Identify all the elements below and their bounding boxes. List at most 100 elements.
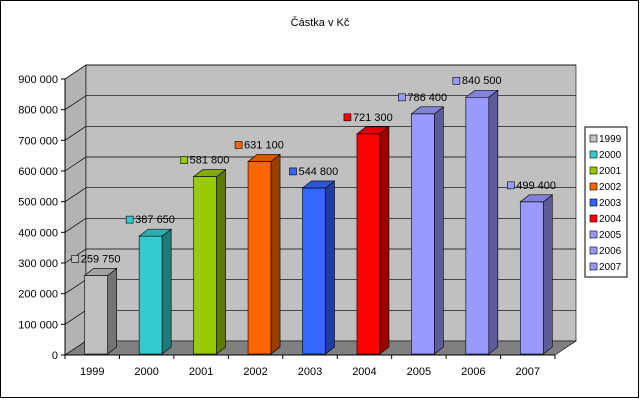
legend-label: 2005	[599, 230, 622, 241]
data-label: 721 300	[353, 112, 393, 124]
legend-label: 2003	[599, 198, 622, 209]
data-label: 581 800	[190, 155, 230, 167]
bar-top	[464, 89, 499, 98]
data-label-2003: 544 800	[289, 166, 339, 178]
y-tick-label: 300 000	[18, 258, 58, 270]
bar-side	[107, 267, 118, 355]
y-tick-label: 700 000	[18, 135, 58, 147]
gridline	[64, 64, 576, 80]
bar-side	[325, 180, 335, 355]
data-label-key	[289, 167, 297, 176]
legend-swatch	[589, 134, 598, 143]
bar-front	[465, 96, 490, 355]
data-label-key	[180, 156, 188, 164]
y-tick-label: 0	[52, 350, 58, 362]
bar-side	[270, 153, 281, 355]
bar-top	[301, 180, 336, 189]
legend-entry-2003: 2003	[589, 198, 622, 209]
legend-entry-2004: 2004	[589, 214, 622, 225]
data-label-key	[125, 215, 134, 224]
chart-title: Částka v Kč	[291, 16, 350, 29]
data-label-2001: 581 800	[180, 155, 230, 167]
y-tick-label: 600 000	[18, 166, 58, 178]
data-label-2005: 786 400	[398, 92, 447, 104]
bar-top	[192, 169, 227, 177]
bar-front	[519, 201, 544, 355]
data-label-1999: 259 750	[71, 253, 121, 265]
legend-swatch	[589, 198, 598, 207]
bar-front	[302, 187, 326, 355]
bar-top	[138, 228, 173, 237]
legend-entry-2002: 2002	[589, 182, 622, 193]
bar-side	[488, 89, 499, 355]
x-tick-label: 2001	[189, 366, 213, 378]
x-tick-label: 2003	[298, 366, 322, 378]
data-label: 499 400	[516, 180, 556, 192]
bar-2004	[356, 126, 390, 355]
legend-entry-1999: 1999	[589, 134, 622, 145]
y-tick-label: 100 000	[18, 319, 58, 331]
data-label-key	[452, 76, 461, 85]
legend-entry-2001: 2001	[589, 166, 622, 177]
data-label-2006: 840 500	[452, 75, 502, 87]
data-label-2000: 387 650	[125, 214, 175, 226]
bar-side	[542, 194, 553, 355]
data-label-key	[71, 255, 80, 263]
legend-swatch	[589, 262, 598, 271]
y-tick-label: 900 000	[18, 74, 58, 86]
bar-side	[434, 106, 444, 355]
bar-front	[356, 133, 381, 355]
side-wall	[64, 64, 87, 356]
legend-swatch	[589, 214, 598, 223]
data-label: 786 400	[407, 92, 447, 104]
y-tick-label: 200 000	[18, 289, 58, 301]
legend-label: 2007	[599, 262, 622, 273]
bar-top	[83, 268, 118, 276]
y-tick-label: 500 000	[18, 197, 58, 209]
data-label-key	[398, 93, 406, 102]
x-tick-label: 2005	[407, 366, 431, 378]
data-label: 387 650	[135, 214, 175, 226]
legend-entry-2000: 2000	[589, 150, 622, 161]
legend-swatch	[589, 230, 598, 239]
y-tick-label: 800 000	[18, 105, 58, 117]
legend-swatch	[589, 246, 598, 255]
legend-label: 2001	[599, 166, 622, 177]
bar-2000	[138, 228, 173, 355]
data-label: 840 500	[462, 75, 502, 87]
legend-label: 2000	[599, 150, 622, 161]
legend-entry-2006: 2006	[589, 246, 622, 257]
bar-1999	[83, 267, 118, 355]
bar-top	[410, 106, 445, 115]
y-tick-label: 400 000	[18, 227, 58, 239]
bar-2007	[519, 194, 554, 355]
legend-swatch	[589, 182, 598, 191]
data-label-key	[343, 113, 352, 122]
x-tick-label: 2004	[352, 366, 376, 378]
legend-label: 2006	[599, 246, 622, 257]
x-tick-label: 1999	[80, 366, 104, 378]
x-tick-label: 2000	[134, 366, 158, 378]
data-label: 259 750	[81, 253, 121, 265]
data-label-key	[234, 141, 243, 149]
x-tick-label: 2007	[516, 366, 540, 378]
data-label-key	[506, 181, 515, 190]
bar-2002	[247, 153, 281, 355]
legend-swatch	[589, 150, 598, 159]
data-label-2004: 721 300	[343, 112, 393, 124]
legend-label: 1999	[599, 134, 622, 145]
data-label: 631 100	[244, 139, 284, 151]
bar-top	[247, 154, 281, 162]
bar-2005	[410, 106, 445, 355]
data-label: 544 800	[299, 166, 339, 178]
bar-side	[379, 126, 390, 355]
bar-front	[84, 275, 109, 355]
data-label-2002: 631 100	[234, 139, 284, 151]
gridline	[64, 95, 576, 110]
bar-front	[193, 176, 217, 355]
x-tick-label: 2002	[243, 366, 267, 378]
bar-side	[216, 168, 226, 355]
bar-front	[411, 113, 435, 355]
bar-front	[138, 235, 163, 355]
